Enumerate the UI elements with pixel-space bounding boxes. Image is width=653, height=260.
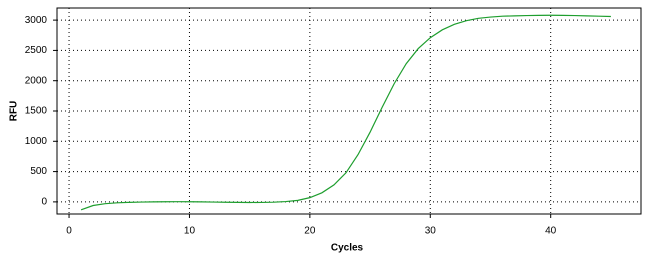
- x-tick-label: 40: [545, 226, 557, 237]
- plot-frame: [56, 7, 642, 215]
- y-tick-label: 0: [41, 197, 47, 208]
- y-tick-label: 1000: [25, 136, 48, 147]
- y-axis-title: RFU: [9, 101, 20, 122]
- x-tick-label: 20: [304, 226, 316, 237]
- x-tick-label: 0: [66, 226, 72, 237]
- x-tick-label: 30: [425, 226, 437, 237]
- y-tick-label: 1500: [25, 106, 48, 117]
- data-line: [80, 14, 611, 211]
- y-tick-label: 3000: [25, 15, 48, 26]
- y-tick-label: 2500: [25, 45, 48, 56]
- y-tick-label: 2000: [25, 75, 48, 86]
- y-tick-label: 500: [30, 166, 47, 177]
- x-tick-label: 10: [184, 226, 196, 237]
- x-axis-title: Cycles: [331, 243, 364, 254]
